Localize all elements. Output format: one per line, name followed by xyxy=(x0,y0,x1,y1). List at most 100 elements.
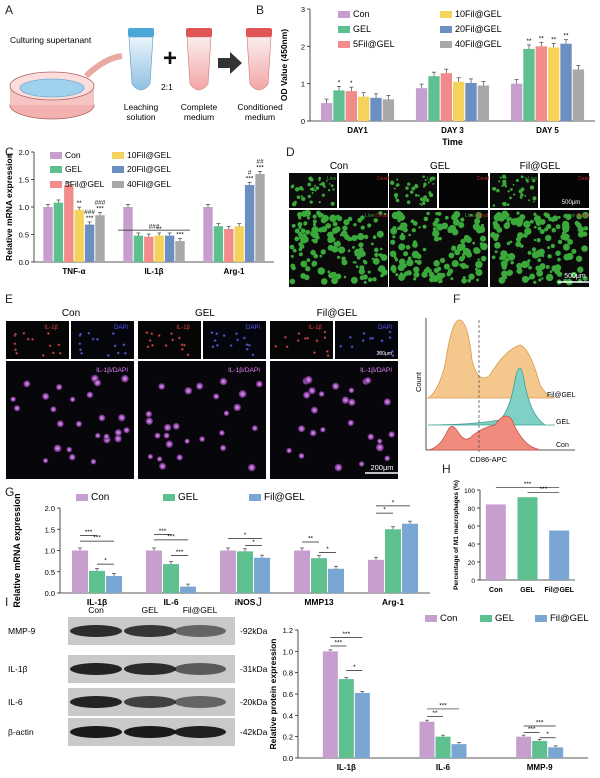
merge-cell xyxy=(56,420,64,428)
histogram-xlabel: CD86-APC xyxy=(470,455,508,464)
il1b-cell xyxy=(297,331,301,335)
bar xyxy=(95,215,105,262)
live-cell xyxy=(393,187,396,190)
merge-cell xyxy=(158,383,166,390)
live-cell xyxy=(432,227,437,231)
live-cell xyxy=(310,249,316,256)
live-cell xyxy=(343,219,350,226)
legend-swatch xyxy=(50,166,62,173)
il1b-cell xyxy=(315,339,319,343)
live-cell xyxy=(306,258,311,263)
x-tick-label: GEL xyxy=(520,587,535,594)
merge-cell xyxy=(95,432,101,439)
bar xyxy=(146,550,162,593)
bar xyxy=(485,504,506,580)
live-cell xyxy=(330,201,335,206)
il1b-image xyxy=(138,321,201,359)
merge-cell xyxy=(308,387,316,395)
live-cell xyxy=(367,223,372,228)
live-cell xyxy=(541,277,544,280)
live-cell xyxy=(502,201,507,207)
merged-dead-tag: /Dead xyxy=(475,213,489,219)
live-cell xyxy=(290,185,294,189)
y-axis-label: Relative mRNA expression xyxy=(12,493,22,607)
bar xyxy=(385,529,401,593)
legend-label: 5Fil@GEL xyxy=(353,39,395,49)
il1b-cell xyxy=(13,342,17,346)
bar xyxy=(535,46,547,122)
bar xyxy=(572,69,585,121)
live-cell xyxy=(396,178,399,181)
legend-label: Con xyxy=(353,9,370,19)
significance-label: ** xyxy=(77,200,83,207)
live-cell xyxy=(297,211,303,218)
legend-label: Con xyxy=(65,150,81,160)
bar xyxy=(358,96,370,121)
significance-label: *** xyxy=(167,533,175,540)
live-cell xyxy=(562,243,570,251)
live-cell xyxy=(549,270,553,274)
live-cell xyxy=(533,225,537,229)
live-cell xyxy=(374,252,379,258)
live-cell xyxy=(318,227,324,233)
live-cell xyxy=(467,278,471,283)
live-cell xyxy=(475,211,483,219)
live-cell xyxy=(545,234,552,242)
live-cell xyxy=(582,275,588,282)
panel-e-images: Con GEL Fil@GEL IL-1β DAPIIL-1β/DAPIIL-1β… xyxy=(6,308,400,479)
live-cell xyxy=(414,251,419,256)
dapi-image xyxy=(335,321,398,359)
merge-cell xyxy=(103,433,110,440)
il1b-cell xyxy=(22,331,26,335)
live-cell xyxy=(405,186,409,190)
live-cell xyxy=(321,193,325,197)
live-cell xyxy=(474,267,478,271)
live-cell xyxy=(412,240,417,245)
dapi-cell xyxy=(122,343,126,347)
live-cell xyxy=(458,256,465,262)
blot-band xyxy=(70,726,122,738)
y-tick-label: 0 xyxy=(301,117,305,126)
live-cell xyxy=(317,267,326,275)
live-cell xyxy=(523,233,528,238)
dapi-image xyxy=(203,321,266,359)
live-cell xyxy=(298,236,302,240)
merge-cell xyxy=(196,382,204,390)
live-cell xyxy=(378,211,383,216)
il1b-cell xyxy=(46,331,50,335)
merge-cell xyxy=(320,426,326,433)
y-tick-label: 0.5 xyxy=(19,231,29,240)
live-cell xyxy=(407,182,411,186)
live-cell xyxy=(520,187,524,190)
dapi-cell xyxy=(234,332,238,336)
live-cell xyxy=(563,214,568,219)
live-cell xyxy=(337,246,346,254)
live-cell xyxy=(413,277,417,281)
petri-dish-icon xyxy=(9,71,95,120)
live-cell xyxy=(532,196,537,201)
live-cell xyxy=(312,219,317,224)
live-cell xyxy=(311,191,314,194)
y-axis-label: Relative protein expression xyxy=(268,638,278,749)
live-cell xyxy=(358,268,365,275)
legend-swatch xyxy=(338,41,350,48)
x-tick-label: Arg-1 xyxy=(382,597,404,607)
x-tick-label: IL-6 xyxy=(163,597,178,607)
y-tick-label: 100 xyxy=(464,488,475,495)
bar xyxy=(163,564,179,593)
merge-cell xyxy=(147,453,154,460)
live-cell xyxy=(354,253,358,256)
live-cell xyxy=(438,236,442,241)
merge-cell xyxy=(165,440,174,448)
live-cell xyxy=(510,260,514,265)
y-tick-label: 0.0 xyxy=(283,754,293,763)
bar xyxy=(294,550,310,593)
live-cell xyxy=(406,200,411,205)
bar xyxy=(523,48,535,121)
significance-label: *** xyxy=(536,720,544,727)
dapi-cell xyxy=(348,335,352,339)
live-cell xyxy=(395,273,399,277)
live-cell xyxy=(520,193,524,197)
live-cell xyxy=(382,257,386,261)
merge-cell xyxy=(199,436,205,442)
